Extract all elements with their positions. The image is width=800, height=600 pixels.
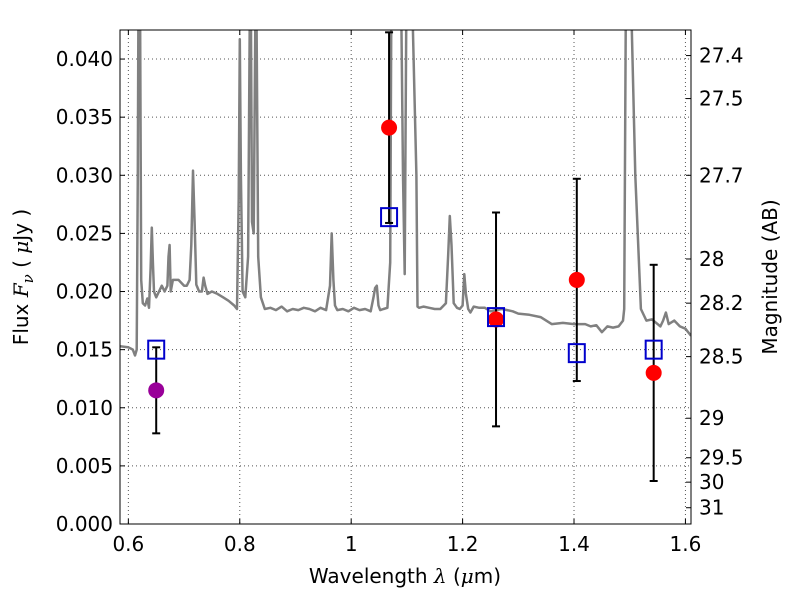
x-tick-label: 0.8 bbox=[224, 532, 256, 556]
x-tick-label: 1 bbox=[345, 532, 358, 556]
right-tick-label: 28.5 bbox=[699, 345, 744, 369]
x-tick-label: 0.6 bbox=[112, 532, 144, 556]
right-axis-title: Magnitude (AB) bbox=[758, 199, 782, 354]
y-tick-label: 0.005 bbox=[56, 454, 113, 478]
right-tick-label: 30 bbox=[699, 470, 724, 494]
y-tick-label: 0.040 bbox=[56, 47, 113, 71]
plot-frame bbox=[119, 29, 692, 525]
observed-point bbox=[568, 271, 585, 288]
observed-point bbox=[645, 364, 662, 381]
y-axis-title-unit-close: Jy ) bbox=[9, 209, 33, 243]
observed-point bbox=[148, 382, 165, 399]
axis-ticks bbox=[120, 30, 691, 525]
model-point bbox=[380, 207, 399, 228]
observed-points bbox=[148, 119, 662, 399]
right-tick-label: 28.2 bbox=[699, 291, 744, 315]
y-tick-label: 0.000 bbox=[56, 512, 113, 536]
right-tick-label: 27.5 bbox=[699, 87, 744, 111]
observed-point bbox=[381, 119, 398, 136]
y-tick-label: 0.020 bbox=[56, 280, 113, 304]
right-tick-label: 29.5 bbox=[699, 446, 744, 470]
model-spectrum-line bbox=[120, 30, 691, 357]
axis-tick-labels: 0.6 0.8 1 1.2 1.4 1.6 0.000 0.005 0.010 0.015 0.02… bbox=[56, 44, 744, 556]
y-axis-title-unit-open: ( bbox=[9, 254, 33, 275]
x-tick-label: 1.6 bbox=[670, 532, 702, 556]
right-tick-label: 29 bbox=[699, 406, 724, 430]
model-point bbox=[567, 343, 586, 364]
x-axis-title-unit-close: m) bbox=[474, 564, 501, 588]
y-tick-label: 0.010 bbox=[56, 396, 113, 420]
observed-point bbox=[488, 311, 505, 328]
right-tick-label: 28 bbox=[699, 247, 724, 271]
y-axis-title-text: Flux bbox=[9, 297, 33, 345]
y-tick-label: 0.030 bbox=[56, 163, 113, 187]
y-axis-title-subscript: ν bbox=[19, 274, 37, 283]
y-tick-label: 0.025 bbox=[56, 221, 113, 245]
x-axis-title-unit-open: ( bbox=[447, 564, 461, 588]
model-point bbox=[147, 339, 166, 360]
model-point bbox=[644, 339, 663, 360]
model-points bbox=[147, 207, 663, 364]
x-axis-title-mu: μ bbox=[461, 564, 474, 588]
y-axis-title-symbol: F bbox=[9, 282, 33, 298]
x-axis-title-text: Wavelength bbox=[309, 564, 434, 588]
plot-content bbox=[120, 30, 691, 482]
x-axis-title: Wavelength λ (μm) bbox=[309, 564, 501, 588]
right-tick-label: 31 bbox=[699, 496, 724, 520]
y-tick-label: 0.035 bbox=[56, 105, 113, 129]
y-tick-label: 0.015 bbox=[56, 338, 113, 362]
right-tick-label: 27.7 bbox=[699, 163, 744, 187]
model-point bbox=[487, 307, 506, 328]
x-tick-label: 1.4 bbox=[558, 532, 590, 556]
y-axis-title: Flux Fν ( μJy ) bbox=[9, 209, 37, 345]
x-tick-label: 1.2 bbox=[447, 532, 479, 556]
x-axis-title-symbol: λ bbox=[433, 564, 447, 588]
right-tick-label: 27.4 bbox=[699, 44, 744, 68]
y-axis-title-mu: μ bbox=[9, 241, 33, 254]
